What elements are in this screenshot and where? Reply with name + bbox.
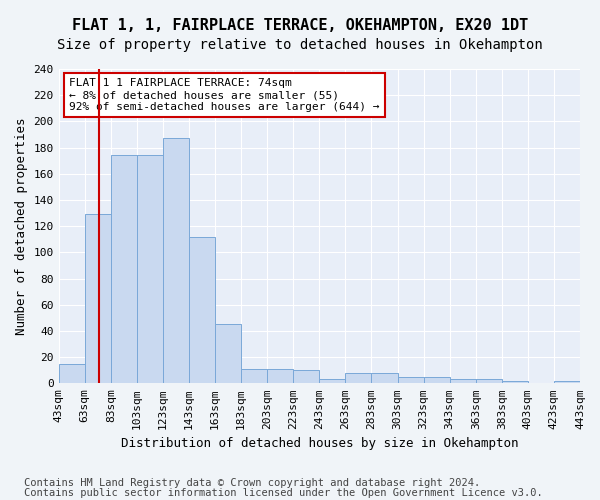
Bar <box>346 373 371 384</box>
Bar <box>293 370 319 384</box>
Bar <box>476 380 502 384</box>
Bar <box>59 364 85 384</box>
Bar <box>319 380 346 384</box>
Bar <box>111 156 137 384</box>
Text: Size of property relative to detached houses in Okehampton: Size of property relative to detached ho… <box>57 38 543 52</box>
Bar <box>267 369 293 384</box>
X-axis label: Distribution of detached houses by size in Okehampton: Distribution of detached houses by size … <box>121 437 518 450</box>
Bar <box>189 236 215 384</box>
Bar <box>398 377 424 384</box>
Bar <box>85 214 111 384</box>
Text: Contains public sector information licensed under the Open Government Licence v3: Contains public sector information licen… <box>24 488 543 498</box>
Text: FLAT 1 1 FAIRPLACE TERRACE: 74sqm
← 8% of detached houses are smaller (55)
92% o: FLAT 1 1 FAIRPLACE TERRACE: 74sqm ← 8% o… <box>69 78 380 112</box>
Bar <box>502 380 528 384</box>
Text: FLAT 1, 1, FAIRPLACE TERRACE, OKEHAMPTON, EX20 1DT: FLAT 1, 1, FAIRPLACE TERRACE, OKEHAMPTON… <box>72 18 528 32</box>
Y-axis label: Number of detached properties: Number of detached properties <box>15 118 28 335</box>
Bar <box>449 380 476 384</box>
Bar <box>163 138 189 384</box>
Bar <box>371 373 398 384</box>
Bar <box>424 377 449 384</box>
Bar <box>137 156 163 384</box>
Bar <box>215 324 241 384</box>
Bar <box>554 380 580 384</box>
Text: Contains HM Land Registry data © Crown copyright and database right 2024.: Contains HM Land Registry data © Crown c… <box>24 478 480 488</box>
Bar <box>241 369 267 384</box>
